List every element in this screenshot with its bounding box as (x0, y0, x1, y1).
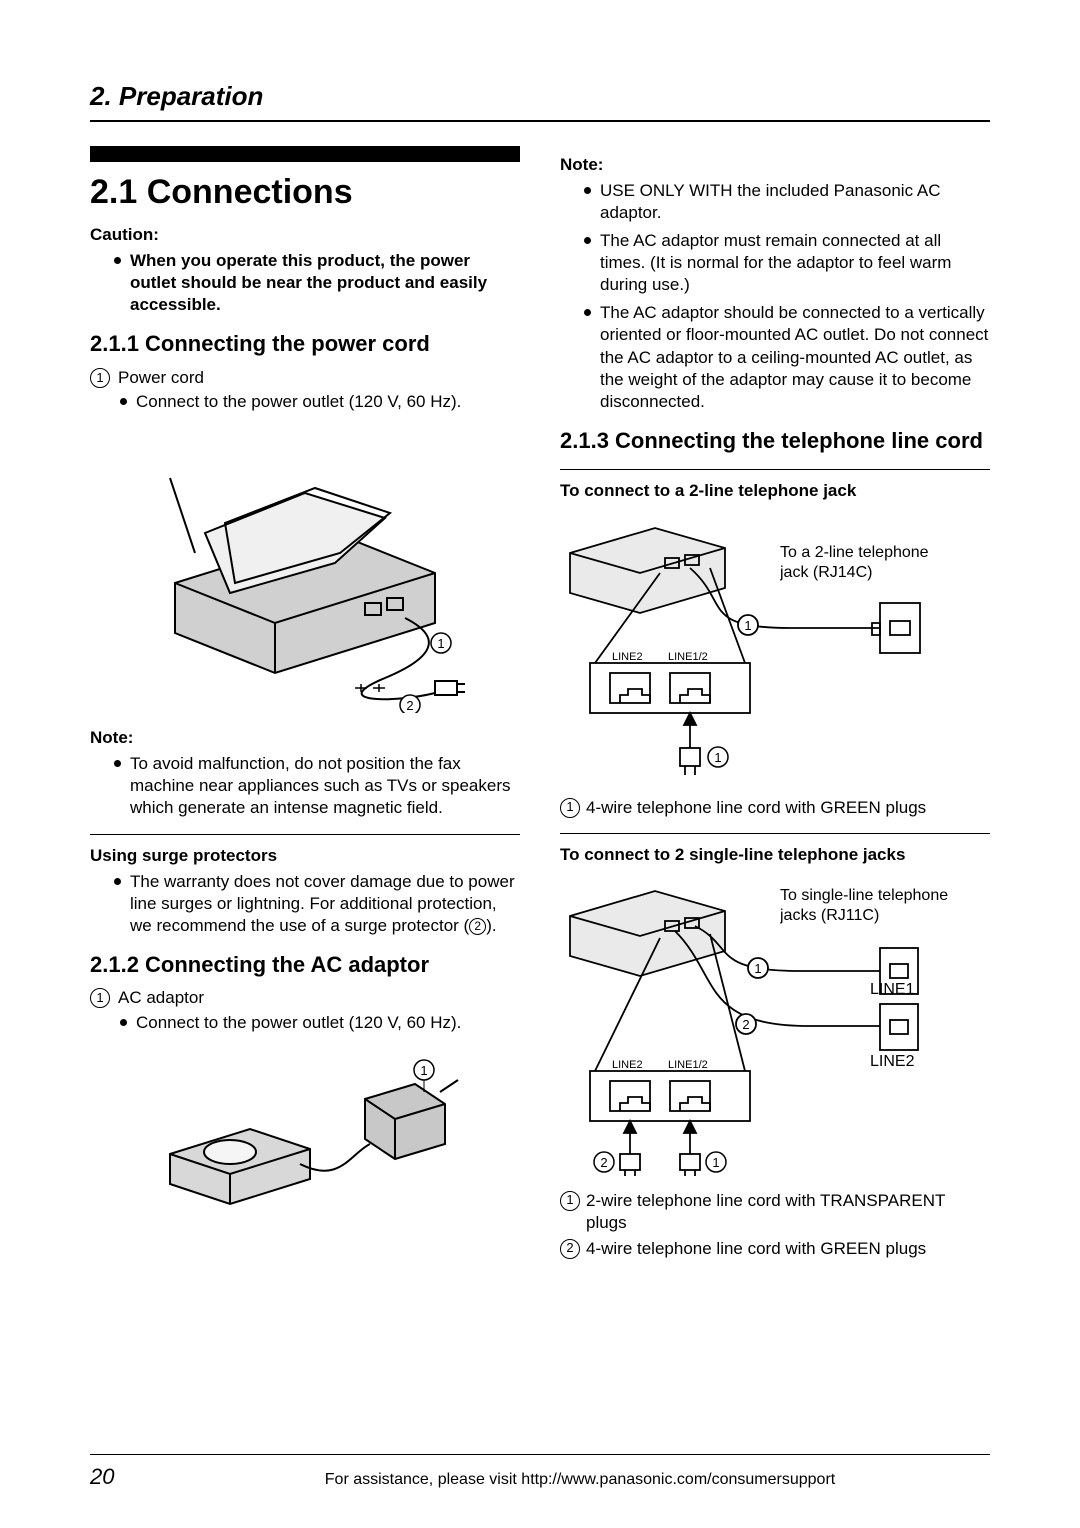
single-legend-2: 2 4-wire telephone line cord with GREEN … (560, 1238, 990, 1260)
footer-text: For assistance, please visit http://www.… (170, 1470, 990, 1491)
note-list-211: To avoid malfunction, do not position th… (110, 753, 520, 819)
two-line-legend-1-text: 4-wire telephone line cord with GREEN pl… (586, 797, 990, 819)
ac-adaptor-sublist: Connect to the power outlet (120 V, 60 H… (116, 1012, 520, 1034)
circled-number-icon: 1 (90, 368, 110, 388)
divider (90, 834, 520, 835)
svg-text:1: 1 (744, 618, 751, 633)
surge-text-1: The warranty does not cover damage due t… (130, 872, 515, 935)
svg-text:2: 2 (600, 1155, 607, 1170)
circled-number-icon: 1 (90, 988, 110, 1008)
two-column-layout: 2.1 Connections Caution: When you operat… (90, 146, 990, 1264)
chapter-heading: 2. Preparation (90, 80, 990, 122)
power-cord-subitem: Connect to the power outlet (120 V, 60 H… (116, 391, 520, 413)
left-column: 2.1 Connections Caution: When you operat… (90, 146, 520, 1264)
single-line-jack-text: To single-line telephone jacks (RJ11C) (780, 886, 960, 926)
svg-text:1: 1 (754, 961, 761, 976)
figure-single-line-jacks: LINE2 LINE1/2 1 2 2 1 LINE1 LINE2 To sin… (560, 876, 990, 1176)
figure-two-line-jack: LINE2 LINE1/2 1 1 To a 2-line telephone … (560, 513, 990, 783)
svg-text:LINE2: LINE2 (870, 1053, 915, 1070)
ac-adaptor-item: 1 AC adaptor (90, 987, 520, 1009)
svg-text:LINE1/2: LINE1/2 (668, 1059, 708, 1071)
surge-text-2: ). (486, 916, 496, 935)
svg-text:1: 1 (714, 750, 721, 765)
section-number: 2.1 (90, 173, 137, 211)
divider (560, 833, 990, 834)
svg-text:LINE2: LINE2 (612, 1059, 643, 1071)
svg-text:2: 2 (406, 698, 413, 713)
svg-text:LINE1: LINE1 (870, 981, 915, 998)
note-right-2: The AC adaptor should be connected to a … (580, 302, 990, 412)
subsection-213-title: 2.1.3 Connecting the telephone line cord (560, 427, 990, 456)
two-line-label: To connect to a 2-line telephone jack (560, 480, 990, 502)
power-cord-item: 1 Power cord (90, 367, 520, 389)
two-line-jack-text: To a 2-line telephone jack (RJ14C) (780, 543, 950, 583)
single-legend-2-text: 4-wire telephone line cord with GREEN pl… (586, 1238, 990, 1260)
fax-machine-illustration: 1 2 (135, 423, 475, 713)
single-line-jacks-illustration: LINE2 LINE1/2 1 2 2 1 LINE1 LINE2 To sin… (560, 876, 970, 1176)
figure-ac-adaptor: 1 (90, 1044, 520, 1214)
figure-power-cord: 1 2 (90, 423, 520, 713)
note-list-right: USE ONLY WITH the included Panasonic AC … (580, 180, 990, 413)
svg-text:1: 1 (437, 636, 444, 651)
svg-text:1: 1 (712, 1155, 719, 1170)
note-label-right: Note: (560, 154, 990, 176)
ac-adaptor-subitem: Connect to the power outlet (120 V, 60 H… (116, 1012, 520, 1034)
ac-adaptor-label: AC adaptor (118, 987, 204, 1009)
note-item-211: To avoid malfunction, do not position th… (110, 753, 520, 819)
svg-text:1: 1 (420, 1063, 427, 1078)
surge-list: The warranty does not cover damage due t… (110, 871, 520, 937)
single-legend-1-text: 2-wire telephone line cord with TRANSPAR… (586, 1190, 990, 1234)
subsection-211-title: 2.1.1 Connecting the power cord (90, 330, 520, 359)
power-cord-sublist: Connect to the power outlet (120 V, 60 H… (116, 391, 520, 413)
ac-adaptor-illustration: 1 (140, 1044, 470, 1214)
single-line-label: To connect to 2 single-line telephone ja… (560, 844, 990, 866)
two-line-jack-illustration: LINE2 LINE1/2 1 1 To a 2-line telephone … (560, 513, 970, 783)
svg-text:LINE2: LINE2 (612, 651, 643, 663)
note-right-0: USE ONLY WITH the included Panasonic AC … (580, 180, 990, 224)
section-bar (90, 146, 520, 162)
subsection-212-title: 2.1.2 Connecting the AC adaptor (90, 951, 520, 980)
caution-label: Caution: (90, 224, 520, 246)
svg-text:LINE1/2: LINE1/2 (668, 651, 708, 663)
circled-number-icon: 2 (560, 1239, 580, 1259)
right-column: Note: USE ONLY WITH the included Panason… (560, 146, 990, 1264)
surge-item: The warranty does not cover damage due t… (110, 871, 520, 937)
note-right-1: The AC adaptor must remain connected at … (580, 230, 990, 296)
section-name: Connections (147, 173, 353, 211)
single-legend-1: 1 2-wire telephone line cord with TRANSP… (560, 1190, 990, 1234)
circled-number-icon: 2 (469, 918, 486, 935)
note-label-211: Note: (90, 727, 520, 749)
divider (560, 469, 990, 470)
svg-text:2: 2 (742, 1017, 749, 1032)
surge-label: Using surge protectors (90, 845, 520, 867)
caution-list: When you operate this product, the power… (110, 250, 520, 316)
page-footer: 20 For assistance, please visit http://w… (90, 1454, 990, 1492)
two-line-legend-1: 1 4-wire telephone line cord with GREEN … (560, 797, 990, 819)
circled-number-icon: 1 (560, 1191, 580, 1211)
caution-item: When you operate this product, the power… (110, 250, 520, 316)
circled-number-icon: 1 (560, 798, 580, 818)
page-number: 20 (90, 1463, 170, 1492)
power-cord-label: Power cord (118, 367, 204, 389)
caution-text: When you operate this product, the power… (130, 251, 487, 314)
section-title: 2.1 Connections (90, 170, 520, 214)
